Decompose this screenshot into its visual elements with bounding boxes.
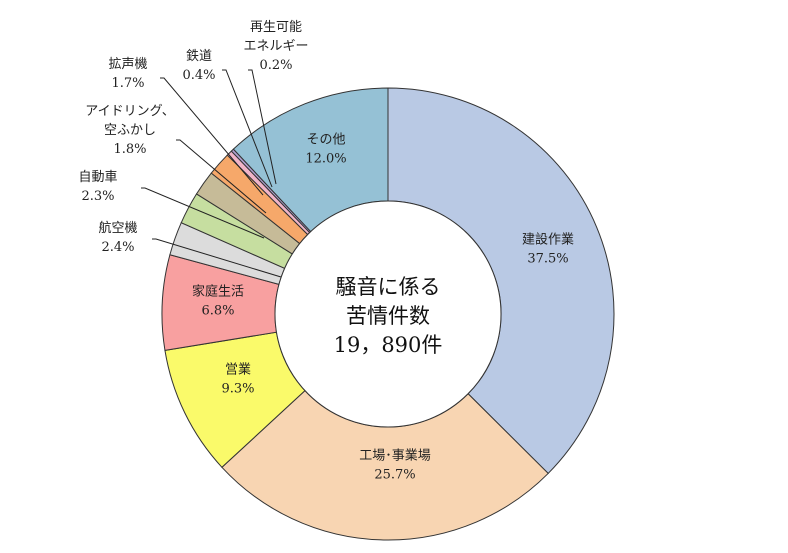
leader-line-5 — [141, 187, 265, 239]
slice-name-label: 航空機 — [98, 220, 137, 236]
slice-name-label: 営業 — [225, 362, 251, 378]
slice-percent-label: 2.4% — [101, 240, 134, 255]
slice-name-label: 拡声機 — [108, 57, 147, 72]
leader-line-4 — [152, 238, 282, 278]
center-text-line: 苦情件数 — [346, 304, 430, 328]
leader-line-6 — [176, 139, 267, 214]
slice-percent-label: 6.8% — [201, 304, 234, 319]
slice-name-label: エネルギー — [243, 39, 308, 54]
leader-line-8 — [222, 69, 273, 188]
slice-percent-label: 25.7% — [374, 468, 415, 483]
slice-name-label: 自動車 — [78, 170, 117, 185]
center-text-line: 19，890件 — [334, 333, 443, 357]
slice-percent-label: 37.5% — [527, 252, 568, 267]
slice-percent-label: 0.4% — [182, 68, 215, 83]
slice-name-label: 建設作業 — [522, 232, 574, 248]
slice-name-label: 再生可能 — [250, 20, 302, 35]
slice-percent-label: 12.0% — [305, 152, 346, 167]
slice-percent-label: 1.7% — [111, 76, 144, 91]
slice-name-label: その他 — [306, 133, 345, 148]
slice-name-label: 空ふかし — [104, 123, 156, 138]
slice-percent-label: 2.3% — [81, 189, 114, 204]
slice-percent-label: 0.2% — [259, 58, 292, 73]
donut-hole — [274, 200, 502, 428]
slice-name-label: 工場･事業場 — [359, 448, 431, 464]
center-text-line: 騒音に係る — [336, 275, 441, 299]
slice-percent-label: 9.3% — [221, 382, 254, 397]
slice-name-label: 鉄道 — [186, 49, 212, 64]
slice-name-label: アイドリング、 — [85, 104, 174, 119]
leader-line-7 — [160, 77, 264, 196]
leader-line-9 — [248, 69, 277, 185]
slice-percent-label: 1.8% — [113, 142, 146, 157]
slice-name-label: 家庭生活 — [192, 284, 244, 300]
